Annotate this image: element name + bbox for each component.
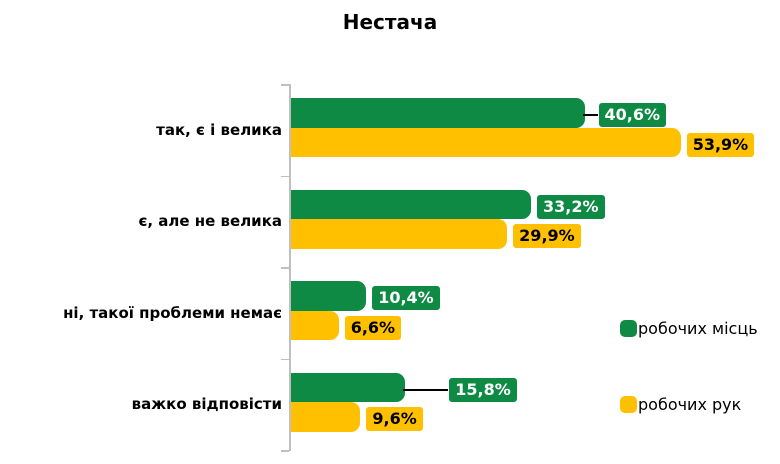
y-axis-tick (281, 267, 289, 269)
y-axis-tick (281, 84, 289, 86)
value-label: 10,4% (371, 285, 441, 312)
category-label: так, є і велика (156, 120, 282, 139)
value-label: 33,2% (536, 193, 606, 220)
y-axis-tick (281, 450, 289, 452)
legend-swatch-green (620, 320, 637, 337)
y-axis-line (289, 84, 291, 451)
value-label: 15,8% (448, 376, 518, 403)
leader-line (403, 388, 453, 391)
value-label: 29,9% (512, 223, 582, 250)
category-label: є, але не велика (138, 212, 282, 231)
bar-workplaces (291, 98, 585, 128)
legend-label-workplaces: робочих місць (638, 319, 758, 338)
legend-item-workplaces: робочих місць (620, 319, 758, 338)
legend-swatch-yellow (620, 396, 637, 413)
y-axis-tick (281, 358, 289, 360)
category-label: важко відповісти (131, 395, 282, 414)
bar-workers (291, 402, 361, 432)
value-label: 40,6% (597, 102, 668, 129)
legend-item-workers: робочих рук (620, 395, 758, 414)
bar-workplaces (291, 189, 532, 219)
bar-workers (291, 127, 681, 157)
y-axis-tick (281, 175, 289, 177)
leader-line (582, 114, 602, 117)
bar-workers (291, 310, 339, 340)
bar-workplaces (291, 281, 367, 311)
value-label: 53,9% (685, 131, 756, 158)
bar-workers (291, 219, 508, 249)
value-label: 9,6% (365, 406, 424, 433)
legend-label-workers: робочих рук (638, 395, 742, 414)
value-label: 6,6% (343, 314, 403, 341)
chart-title: Нестача (342, 10, 438, 34)
category-label: ні, такої проблеми немає (63, 303, 282, 322)
bar-workplaces (291, 372, 406, 402)
legend: робочих місць робочих рук (620, 319, 758, 414)
